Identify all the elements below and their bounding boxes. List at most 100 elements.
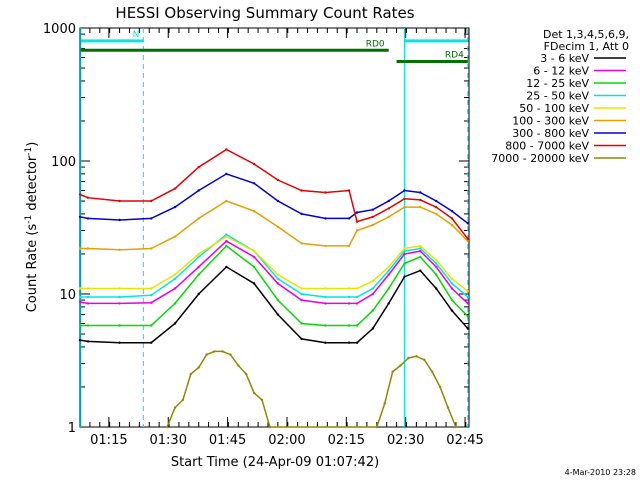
- series-point: [435, 273, 438, 276]
- series-point: [276, 282, 280, 285]
- series-point: [435, 287, 438, 290]
- legend-label: 6 - 12 keV: [533, 65, 589, 78]
- series-point: [371, 292, 374, 296]
- series-point: [403, 249, 406, 253]
- series-point: [225, 265, 228, 269]
- series-point: [403, 247, 406, 250]
- series-point: [387, 302, 390, 305]
- series-point: [371, 287, 374, 290]
- series-point: [225, 148, 228, 151]
- series-point: [387, 273, 390, 276]
- series-point: [347, 287, 351, 290]
- series-point: [173, 287, 177, 290]
- annotation-label: RD0: [366, 39, 385, 49]
- series-point: [197, 165, 200, 169]
- series-point: [86, 324, 90, 327]
- series-point: [466, 327, 469, 330]
- series-point: [197, 265, 200, 269]
- series-point: [403, 189, 406, 192]
- series-point: [150, 217, 153, 220]
- series-line: [80, 235, 469, 292]
- series-point: [78, 215, 82, 219]
- series-point: [324, 244, 327, 248]
- legend-label: 100 - 300 keV: [512, 115, 589, 128]
- series-point: [150, 301, 153, 304]
- series-point: [197, 217, 200, 220]
- series-point: [150, 324, 153, 327]
- series-point: [419, 269, 422, 272]
- series-point: [252, 249, 256, 253]
- series-point: [205, 353, 208, 356]
- y-axis: 1 10 100 1000: [43, 22, 469, 436]
- series-point: [260, 398, 264, 402]
- series-point: [387, 199, 390, 203]
- series-point: [173, 205, 177, 209]
- series-point: [173, 406, 177, 409]
- series-point: [324, 287, 327, 290]
- series-point: [252, 162, 256, 166]
- series-point: [276, 199, 280, 203]
- series-point: [431, 370, 434, 373]
- series-point: [466, 222, 469, 225]
- series-point: [276, 277, 280, 280]
- series-line: [166, 350, 457, 428]
- series-point: [252, 182, 256, 185]
- series-point: [435, 262, 438, 265]
- series-point: [213, 350, 216, 353]
- series-point: [245, 372, 248, 376]
- series-point: [225, 244, 228, 248]
- series-point: [466, 290, 469, 293]
- series-point: [450, 223, 454, 227]
- series-line: [79, 148, 469, 240]
- series-point: [383, 402, 386, 405]
- series-point: [403, 262, 406, 265]
- series-point: [324, 217, 327, 220]
- series-point: [419, 198, 422, 202]
- legend-header-line2: FDecim 1, Att 0: [544, 40, 629, 53]
- series-point: [450, 309, 454, 312]
- series-point: [237, 364, 240, 367]
- x-tick-label: 02:30: [387, 433, 424, 448]
- series-point: [387, 269, 390, 272]
- series-point: [347, 244, 351, 248]
- series-point: [435, 205, 438, 209]
- series-point: [276, 178, 280, 182]
- series-point: [419, 255, 422, 259]
- series-point: [450, 282, 454, 285]
- chart-title: HESSI Observing Summary Count Rates: [115, 4, 414, 22]
- series-point: [446, 406, 450, 409]
- series-point: [403, 197, 406, 200]
- series-point: [118, 248, 121, 251]
- series-point: [225, 239, 228, 243]
- legend-label: 800 - 7000 keV: [505, 140, 589, 153]
- x-tick-label: 02:00: [268, 433, 305, 448]
- series-point: [347, 295, 351, 299]
- series-point: [355, 341, 359, 344]
- series-point: [118, 287, 121, 290]
- series-point: [197, 255, 200, 259]
- series-line: [80, 233, 469, 298]
- series-point: [118, 199, 121, 203]
- series-point: [387, 215, 390, 219]
- series-point: [419, 191, 422, 194]
- x-tick-label: 02:45: [446, 433, 483, 448]
- series-point: [355, 324, 359, 327]
- series-point: [78, 287, 82, 290]
- series-point: [419, 249, 422, 253]
- series-point: [276, 313, 280, 316]
- plot-frame: [79, 27, 470, 428]
- series-point: [371, 309, 374, 312]
- series-point: [324, 295, 327, 299]
- series-point: [252, 391, 256, 395]
- series-line: [80, 200, 469, 251]
- series-point: [78, 338, 82, 342]
- series-point: [165, 425, 169, 429]
- series-point: [419, 244, 422, 248]
- series-point: [387, 265, 390, 269]
- annotation-label: N: [133, 30, 140, 40]
- series-point: [450, 209, 454, 213]
- series-point: [419, 205, 422, 209]
- series-point: [375, 425, 378, 429]
- x-tick-label: 01:30: [150, 433, 187, 448]
